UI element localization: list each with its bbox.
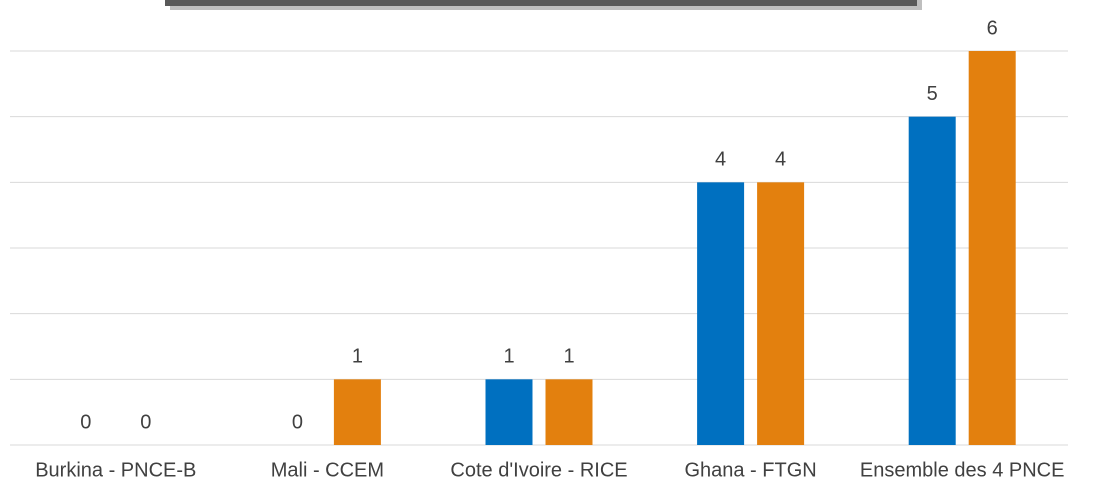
bar [333, 379, 381, 445]
x-tick-label: Ensemble des 4 PNCE [860, 459, 1065, 481]
x-tick-label: Burkina - PNCE-B [35, 459, 196, 481]
x-tick-label: Cote d'Ivoire - RICE [450, 459, 627, 481]
value-label: 0 [292, 411, 303, 433]
value-label: 6 [987, 17, 998, 39]
value-label: 4 [775, 149, 786, 171]
bar [757, 182, 805, 446]
x-tick-label: Mali - CCEM [271, 459, 384, 481]
value-label: 4 [715, 149, 726, 171]
value-label: 1 [352, 346, 363, 368]
bar [485, 379, 533, 445]
value-label: 5 [927, 83, 938, 105]
bar [545, 379, 593, 445]
title-box [165, 0, 917, 6]
bar [968, 51, 1016, 445]
bar [908, 116, 956, 446]
value-label: 0 [80, 411, 91, 433]
value-label: 1 [563, 346, 574, 368]
value-label: 0 [140, 411, 151, 433]
bar [697, 182, 745, 446]
value-label: 1 [503, 346, 514, 368]
x-tick-label: Ghana - FTGN [684, 459, 816, 481]
